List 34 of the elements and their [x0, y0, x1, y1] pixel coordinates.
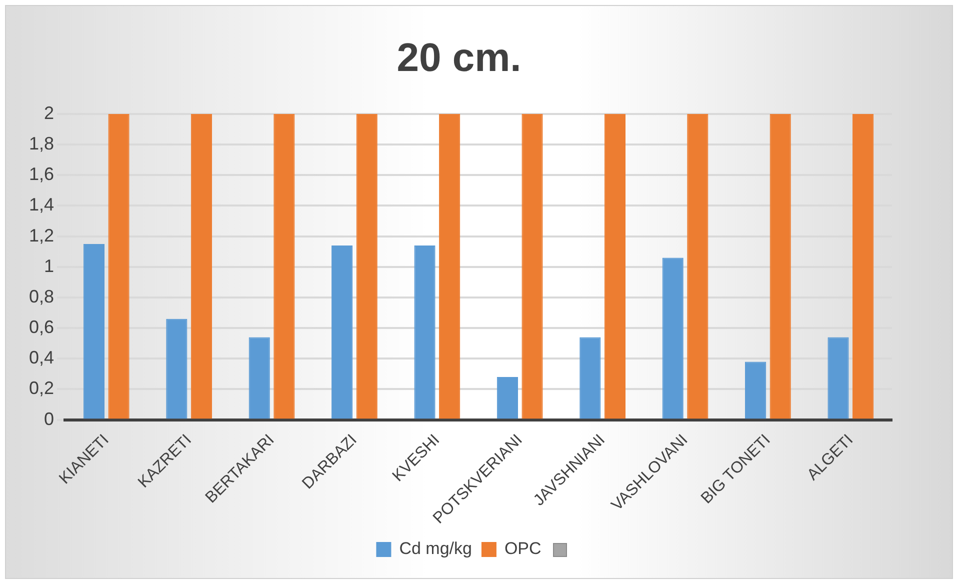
bar: [190, 114, 212, 419]
bar: [687, 114, 708, 419]
y-tick-label: 0,6: [28, 317, 54, 338]
legend-label: OPC: [504, 539, 542, 558]
bar: [828, 337, 849, 419]
bar: [745, 362, 766, 419]
bar: [496, 376, 518, 419]
y-tick-label: 0,8: [28, 286, 54, 306]
bar: [662, 258, 684, 419]
bar: [83, 244, 105, 419]
bar: [439, 114, 460, 419]
bar: [580, 337, 601, 419]
y-tick-label: 0,2: [28, 378, 54, 398]
y-tick-label: 0,4: [28, 348, 54, 368]
chart-title: 20 cm.: [396, 36, 522, 80]
bar: [604, 114, 626, 419]
bar: [274, 114, 295, 419]
y-tick-label: 1: [44, 256, 54, 276]
bar: [332, 246, 353, 419]
bar: [852, 114, 874, 419]
y-tick-label: 2: [44, 102, 54, 123]
bar: [108, 114, 130, 419]
bar: [414, 246, 436, 419]
y-tick-label: 1,8: [28, 134, 54, 154]
bar: [522, 114, 543, 419]
y-tick-label: 0: [44, 408, 54, 429]
bar: [356, 114, 378, 419]
bar: [166, 318, 188, 419]
bar: [248, 337, 270, 419]
y-tick-label: 1,6: [28, 164, 54, 184]
y-tick-label: 1,4: [28, 194, 54, 215]
y-tick-label: 1,2: [28, 225, 54, 246]
bar: [770, 114, 791, 419]
legend-label: Cd mg/kg: [399, 539, 472, 558]
